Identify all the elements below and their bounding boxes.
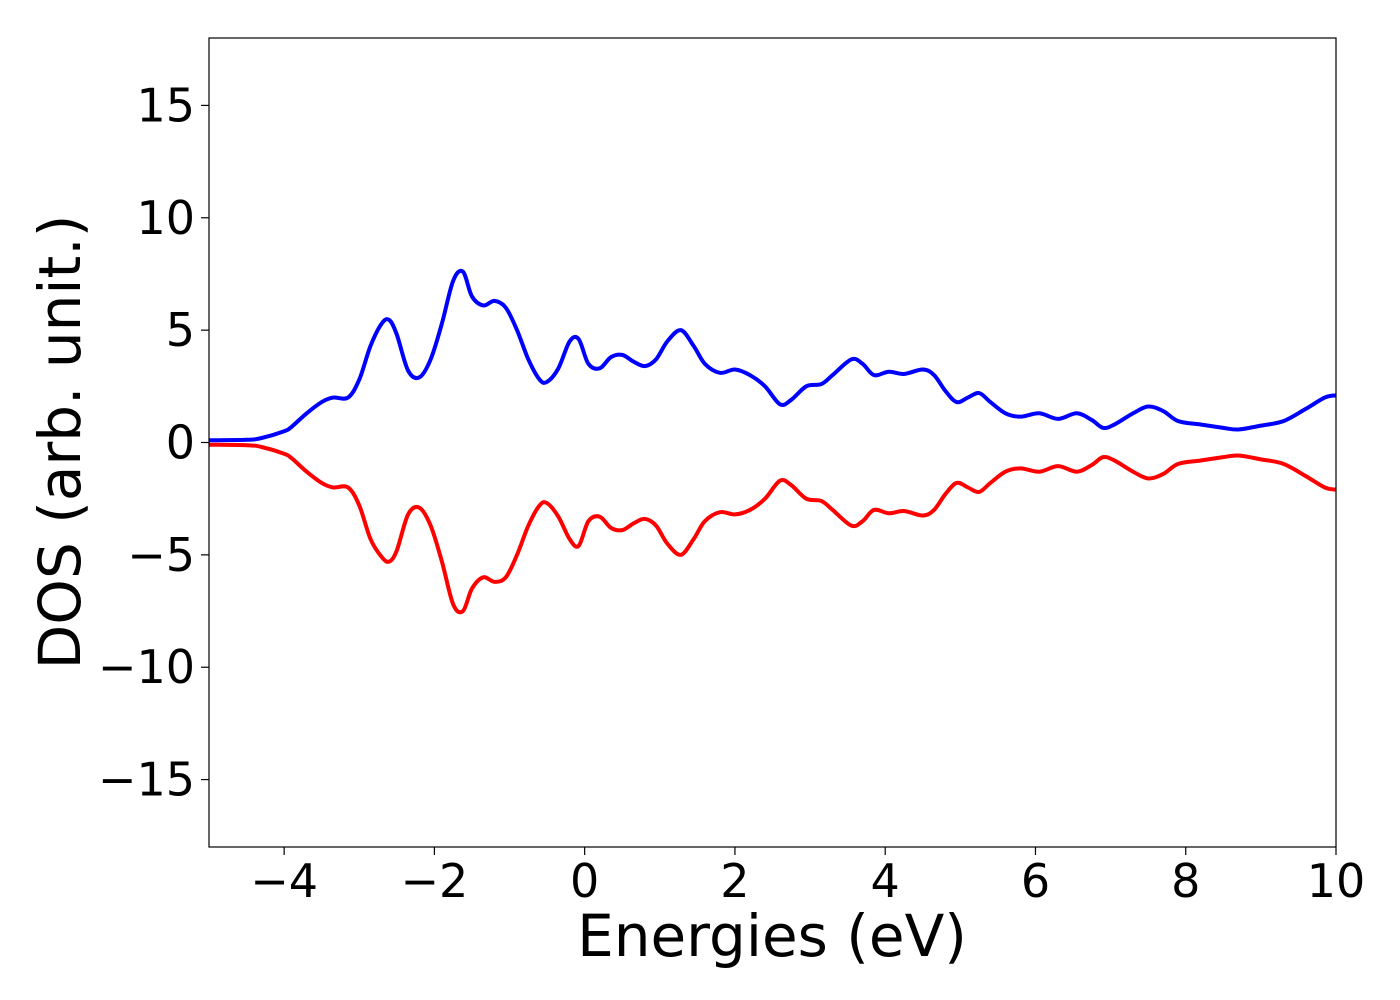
y-tick-label: 15 [136, 78, 195, 132]
x-tick-label: 8 [1171, 854, 1200, 908]
series-line-0 [209, 268, 1336, 443]
x-tick-label: 2 [720, 854, 749, 908]
x-axis-label: Energies (eV) [577, 902, 967, 970]
y-axis-ticks: 15 10 5 0 −5 −10 −15 [98, 78, 209, 807]
series-layer [209, 268, 1336, 615]
x-tick-label: 10 [1307, 854, 1366, 908]
y-tick-label: 5 [166, 303, 195, 357]
x-tick-label: 0 [570, 854, 599, 908]
x-tick-label: −4 [250, 854, 318, 908]
series-line-1 [209, 442, 1336, 615]
y-tick-label: −10 [98, 640, 195, 694]
y-tick-label: −15 [98, 753, 195, 807]
y-tick-label: 10 [136, 191, 195, 245]
y-tick-label: −5 [127, 528, 195, 582]
x-tick-label: 6 [1021, 854, 1050, 908]
x-tick-label: 4 [871, 854, 900, 908]
plot-frame [208, 37, 1337, 848]
y-axis-label: DOS (arb. unit.) [26, 215, 94, 670]
x-axis-ticks: −4 −2 0 2 4 6 8 10 [250, 847, 1365, 908]
y-tick-label: 0 [166, 416, 195, 470]
x-tick-label: −2 [400, 854, 468, 908]
